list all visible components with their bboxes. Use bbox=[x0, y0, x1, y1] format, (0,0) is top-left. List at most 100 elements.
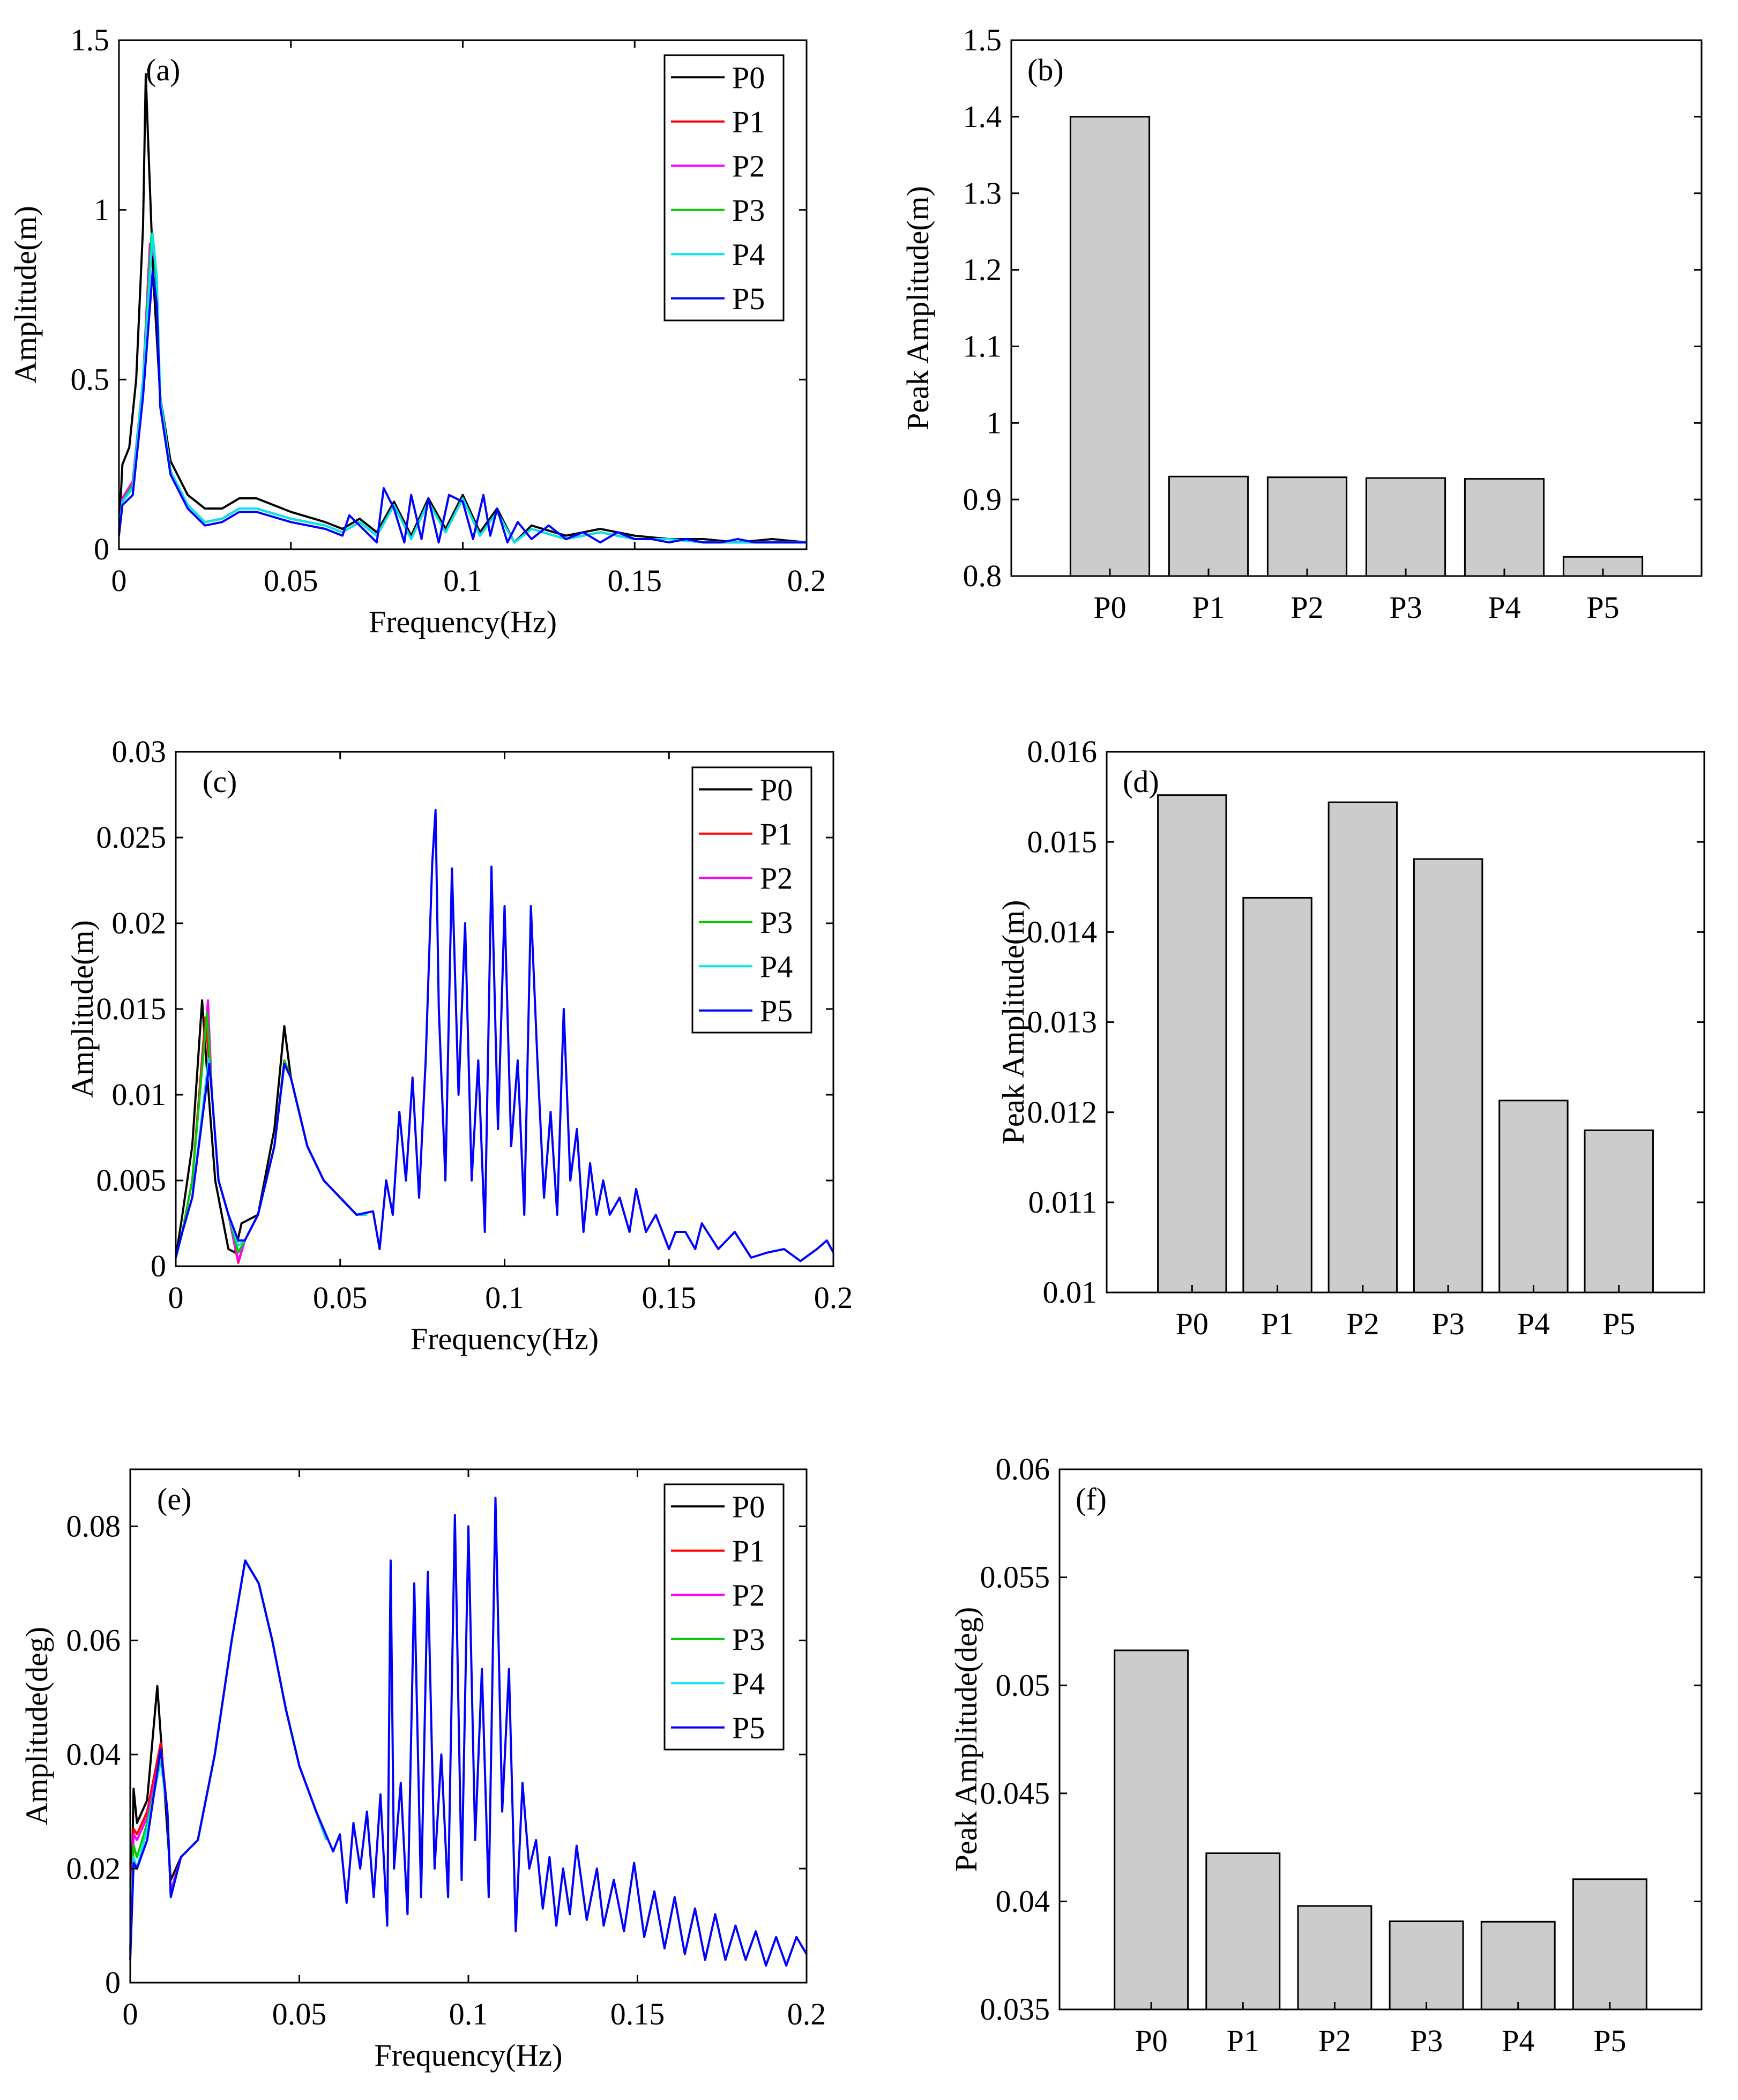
x-tick-label-e: 0.2 bbox=[787, 1997, 826, 2031]
y-tick-label-e: 0.08 bbox=[66, 1509, 121, 1544]
x-tick-label-a: 0.15 bbox=[608, 563, 662, 598]
x-axis-label-a: Frequency(Hz) bbox=[369, 604, 557, 639]
x-axis-label-c: Frequency(Hz) bbox=[411, 1321, 599, 1356]
y-tick-label-a: 0 bbox=[94, 532, 109, 566]
y-axis-label-e: Amplitude(deg) bbox=[19, 1627, 54, 1825]
legend-label-p5: P5 bbox=[732, 281, 765, 316]
legend-label-p0: P0 bbox=[732, 1490, 765, 1524]
x-tick-label-p2: P2 bbox=[1291, 590, 1323, 625]
bar-p5 bbox=[1584, 1129, 1654, 1294]
bar-p0 bbox=[1069, 116, 1151, 577]
bar-p1 bbox=[1205, 1852, 1281, 2011]
y-tick-label-e: 0.02 bbox=[66, 1851, 121, 1886]
y-tick-label-c: 0 bbox=[151, 1249, 166, 1283]
y-tick-label-b: 1.1 bbox=[963, 329, 1002, 364]
y-tick-label-f: 0.055 bbox=[980, 1560, 1050, 1595]
legend-label-p3: P3 bbox=[760, 905, 793, 940]
panel-label-f: (f) bbox=[1076, 1482, 1107, 1516]
legend-label-p1: P1 bbox=[760, 817, 793, 851]
y-tick-label-b: 0.8 bbox=[963, 558, 1002, 593]
panel-label-d: (d) bbox=[1123, 764, 1159, 799]
x-tick-label-p5: P5 bbox=[1602, 1306, 1635, 1341]
y-tick-label-c: 0.03 bbox=[112, 734, 167, 769]
x-tick-label-e: 0.15 bbox=[610, 1997, 665, 2031]
y-tick-label-a: 1 bbox=[94, 192, 109, 227]
x-tick-label-p4: P4 bbox=[1517, 1306, 1550, 1341]
x-tick-label-p0: P0 bbox=[1176, 1306, 1209, 1341]
y-tick-label-d: 0.012 bbox=[1027, 1095, 1098, 1130]
panel-label-a: (a) bbox=[146, 53, 180, 87]
x-tick-label-c: 0.15 bbox=[642, 1280, 697, 1315]
series-line-p5 bbox=[129, 1497, 808, 1967]
x-tick-label-p1: P1 bbox=[1192, 590, 1225, 625]
y-axis-label-c: Amplitude(m) bbox=[65, 920, 100, 1098]
x-tick-label-a: 0 bbox=[111, 563, 127, 598]
x-tick-label-p1: P1 bbox=[1261, 1306, 1294, 1341]
x-tick-label-e: 0.1 bbox=[449, 1997, 488, 2031]
series-line-p0 bbox=[118, 73, 807, 544]
x-tick-label-a: 0.2 bbox=[787, 563, 826, 598]
x-tick-label-p4: P4 bbox=[1488, 590, 1520, 625]
panel-label-b: (b) bbox=[1027, 53, 1064, 87]
y-tick-label-b: 1.2 bbox=[963, 252, 1002, 287]
plot-frame-b bbox=[1010, 39, 1703, 577]
bar-p4 bbox=[1498, 1100, 1569, 1294]
x-tick-label-p2: P2 bbox=[1346, 1306, 1379, 1341]
legend-box-c bbox=[691, 766, 812, 1034]
x-tick-label-c: 0.1 bbox=[485, 1280, 524, 1315]
x-tick-label-p5: P5 bbox=[1593, 2023, 1626, 2058]
legend-label-p2: P2 bbox=[760, 861, 793, 896]
y-tick-label-d: 0.011 bbox=[1028, 1185, 1097, 1220]
bar-p3 bbox=[1389, 1920, 1464, 2011]
bar-p3 bbox=[1365, 477, 1446, 577]
x-tick-label-p2: P2 bbox=[1318, 2023, 1351, 2058]
y-tick-label-b: 0.9 bbox=[963, 482, 1002, 517]
chart-panel-d: P0 P1 P2 P3 P4 P5 0.01 0.011 0.012 0.013 0.014 0.01… bbox=[996, 734, 1705, 1341]
chart-panel-a: 0 0.5 1 1.5 0 0.05 0.1 0.15 0.2 Frequency(Hz) Ampl… bbox=[8, 23, 826, 639]
y-tick-label-d: 0.01 bbox=[1043, 1275, 1098, 1310]
y-tick-label-f: 0.04 bbox=[996, 1884, 1050, 1919]
y-axis-label-b: Peak Amplitude(m) bbox=[900, 186, 935, 430]
y-tick-label-b: 1 bbox=[986, 405, 1002, 440]
legend-label-p0: P0 bbox=[732, 61, 765, 95]
y-axis-label-a: Amplitude(m) bbox=[8, 206, 43, 384]
x-tick-label-p3: P3 bbox=[1410, 2023, 1443, 2058]
bar-p2 bbox=[1297, 1905, 1373, 2011]
legend-label-p3: P3 bbox=[732, 193, 765, 228]
bar-p0 bbox=[1157, 794, 1227, 1294]
legend-label-p4: P4 bbox=[760, 950, 793, 984]
series-line-p5 bbox=[118, 270, 807, 544]
legend-a: P0 P1 P2 P3 P4 P5 bbox=[663, 54, 785, 322]
y-tick-label-f: 0.06 bbox=[996, 1452, 1050, 1486]
x-tick-label-p4: P4 bbox=[1502, 2023, 1534, 2058]
x-tick-label-p0: P0 bbox=[1135, 2023, 1168, 2058]
bar-p3 bbox=[1413, 858, 1483, 1294]
y-tick-label-c: 0.01 bbox=[112, 1077, 167, 1112]
bar-p1 bbox=[1242, 896, 1312, 1294]
bar-p4 bbox=[1464, 478, 1545, 577]
chart-panel-c: 0 0.005 0.01 0.015 0.02 0.025 0.03 0 0.05 0.1 0.15… bbox=[65, 734, 853, 1356]
bar-p0 bbox=[1114, 1649, 1189, 2011]
y-axis-label-d: Peak Amplitude(m) bbox=[996, 900, 1031, 1145]
legend-label-p3: P3 bbox=[732, 1622, 765, 1657]
y-tick-label-f: 0.05 bbox=[996, 1668, 1050, 1702]
x-tick-label-e: 0.05 bbox=[272, 1997, 327, 2031]
y-tick-label-e: 0.04 bbox=[66, 1737, 121, 1772]
y-tick-label-a: 0.5 bbox=[71, 362, 110, 397]
y-tick-label-f: 0.035 bbox=[980, 1992, 1050, 2027]
y-tick-label-d: 0.015 bbox=[1027, 824, 1098, 859]
legend-label-p4: P4 bbox=[732, 237, 765, 272]
legend-label-p2: P2 bbox=[732, 1578, 765, 1613]
x-tick-label-c: 0.05 bbox=[313, 1280, 368, 1315]
x-tick-label-p1: P1 bbox=[1227, 2023, 1259, 2058]
y-tick-label-b: 1.4 bbox=[963, 99, 1002, 134]
y-tick-label-c: 0.025 bbox=[96, 820, 167, 855]
chart-panel-e: 0 0.02 0.04 0.06 0.08 0 0.05 0.1 0.15 0.2 Frequenc… bbox=[19, 1468, 826, 2073]
bar-p2 bbox=[1266, 476, 1348, 577]
bar-p4 bbox=[1480, 1920, 1556, 2011]
y-tick-label-d: 0.016 bbox=[1027, 734, 1098, 769]
x-tick-label-c: 0.2 bbox=[814, 1280, 853, 1315]
y-tick-label-a: 1.5 bbox=[71, 23, 110, 57]
y-tick-label-c: 0.02 bbox=[112, 906, 167, 940]
y-tick-label-c: 0.015 bbox=[96, 991, 167, 1026]
